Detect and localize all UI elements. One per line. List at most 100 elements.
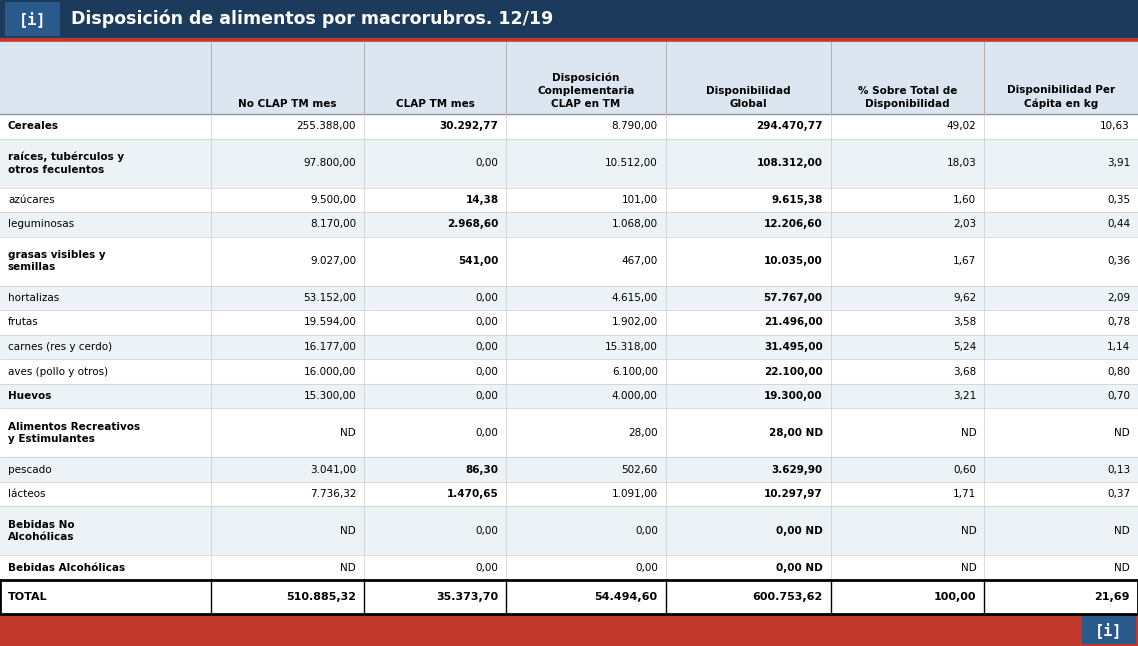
Text: 4.000,00: 4.000,00 [612, 391, 658, 401]
Bar [0, 212, 1138, 236]
Text: 0,00: 0,00 [476, 391, 498, 401]
Text: No CLAP TM mes: No CLAP TM mes [238, 99, 337, 109]
Text: 0,00 ND: 0,00 ND [776, 526, 823, 536]
Bar [0, 506, 1138, 556]
Bar [0, 286, 1138, 310]
Text: 0,36: 0,36 [1107, 256, 1130, 266]
Text: 1,60: 1,60 [954, 195, 976, 205]
Text: [i]: [i] [1095, 622, 1123, 638]
Text: 6.100,00: 6.100,00 [612, 366, 658, 377]
Text: 0,00: 0,00 [476, 526, 498, 536]
Text: 18,03: 18,03 [947, 158, 976, 168]
Text: 8.790,00: 8.790,00 [611, 121, 658, 131]
Text: ND: ND [340, 526, 356, 536]
Text: 0,13: 0,13 [1107, 464, 1130, 475]
Text: 14,38: 14,38 [465, 195, 498, 205]
Text: 0,78: 0,78 [1107, 317, 1130, 328]
Text: ND: ND [1114, 428, 1130, 438]
Text: 3,68: 3,68 [954, 366, 976, 377]
Bar [0, 42, 1138, 114]
Bar [0, 359, 1138, 384]
Text: leguminosas: leguminosas [8, 220, 74, 229]
Text: grasas visibles y
semillas: grasas visibles y semillas [8, 250, 106, 273]
Text: 9.027,00: 9.027,00 [310, 256, 356, 266]
Text: 10.512,00: 10.512,00 [605, 158, 658, 168]
Text: 30.292,77: 30.292,77 [439, 121, 498, 131]
Text: Cereales: Cereales [8, 121, 59, 131]
Text: 19.300,00: 19.300,00 [764, 391, 823, 401]
Text: 28,00 ND: 28,00 ND [769, 428, 823, 438]
Text: carnes (res y cerdo): carnes (res y cerdo) [8, 342, 112, 352]
Bar [0, 384, 1138, 408]
Bar [1083, 617, 1135, 643]
Text: 0,00: 0,00 [476, 293, 498, 303]
Bar [0, 556, 1138, 580]
Text: Disposición de alimentos por macrorubros. 12/19: Disposición de alimentos por macrorubros… [71, 10, 553, 28]
Text: 8.170,00: 8.170,00 [310, 220, 356, 229]
Text: ND: ND [960, 428, 976, 438]
Bar [0, 457, 1138, 482]
Bar [0, 335, 1138, 359]
Text: 16.177,00: 16.177,00 [304, 342, 356, 352]
Bar [0, 236, 1138, 286]
Text: 467,00: 467,00 [621, 256, 658, 266]
Text: 10.297,97: 10.297,97 [764, 489, 823, 499]
Text: 0,00: 0,00 [635, 526, 658, 536]
Text: 57.767,00: 57.767,00 [764, 293, 823, 303]
Text: 0,00: 0,00 [476, 563, 498, 573]
Text: 101,00: 101,00 [621, 195, 658, 205]
Text: 600.753,62: 600.753,62 [752, 592, 823, 602]
Text: lácteos: lácteos [8, 489, 46, 499]
Text: ND: ND [1114, 563, 1130, 573]
Text: 86,30: 86,30 [465, 464, 498, 475]
Text: 3.629,90: 3.629,90 [772, 464, 823, 475]
Text: 7.736,32: 7.736,32 [310, 489, 356, 499]
Text: Disponibilidad
Global: Disponibilidad Global [706, 86, 791, 109]
Text: 1.091,00: 1.091,00 [611, 489, 658, 499]
Text: 255.388,00: 255.388,00 [297, 121, 356, 131]
Text: 100,00: 100,00 [934, 592, 976, 602]
Text: 5,24: 5,24 [954, 342, 976, 352]
Text: Huevos: Huevos [8, 391, 51, 401]
Text: 0,60: 0,60 [954, 464, 976, 475]
Text: aves (pollo y otros): aves (pollo y otros) [8, 366, 108, 377]
Text: 0,00: 0,00 [476, 158, 498, 168]
Text: Bebidas No
Alcohólicas: Bebidas No Alcohólicas [8, 520, 75, 542]
Text: 16.000,00: 16.000,00 [304, 366, 356, 377]
Bar [0, 138, 1138, 187]
Text: Disponibilidad Per
Cápita en kg: Disponibilidad Per Cápita en kg [1007, 85, 1115, 109]
Text: 3,91: 3,91 [1107, 158, 1130, 168]
Text: pescado: pescado [8, 464, 51, 475]
Text: ND: ND [340, 563, 356, 573]
Text: hortalizas: hortalizas [8, 293, 59, 303]
Text: 0,37: 0,37 [1107, 489, 1130, 499]
Text: 294.470,77: 294.470,77 [757, 121, 823, 131]
Text: [i]: [i] [18, 11, 47, 27]
Bar [0, 580, 1138, 614]
Bar [0, 408, 1138, 457]
Text: 3,58: 3,58 [954, 317, 976, 328]
Text: 19.594,00: 19.594,00 [304, 317, 356, 328]
Text: 9.500,00: 9.500,00 [311, 195, 356, 205]
Text: 0,00: 0,00 [476, 428, 498, 438]
Text: 15.318,00: 15.318,00 [605, 342, 658, 352]
Text: 3,21: 3,21 [954, 391, 976, 401]
Text: 9.615,38: 9.615,38 [772, 195, 823, 205]
Text: 21,69: 21,69 [1095, 592, 1130, 602]
Text: 0,70: 0,70 [1107, 391, 1130, 401]
Bar [0, 614, 1138, 646]
Text: azúcares: azúcares [8, 195, 55, 205]
Bar [0, 482, 1138, 506]
Text: 2,09: 2,09 [1107, 293, 1130, 303]
Text: ND: ND [1114, 526, 1130, 536]
Text: 0,44: 0,44 [1107, 220, 1130, 229]
Text: TOTAL: TOTAL [8, 592, 48, 602]
Text: 21.496,00: 21.496,00 [764, 317, 823, 328]
Text: 28,00: 28,00 [628, 428, 658, 438]
Text: 53.152,00: 53.152,00 [304, 293, 356, 303]
Text: Disposición
Complementaria
CLAP en TM: Disposición Complementaria CLAP en TM [537, 73, 635, 109]
Text: 12.206,60: 12.206,60 [764, 220, 823, 229]
Bar [0, 38, 1138, 42]
Bar [0, 114, 1138, 138]
Text: ND: ND [960, 563, 976, 573]
